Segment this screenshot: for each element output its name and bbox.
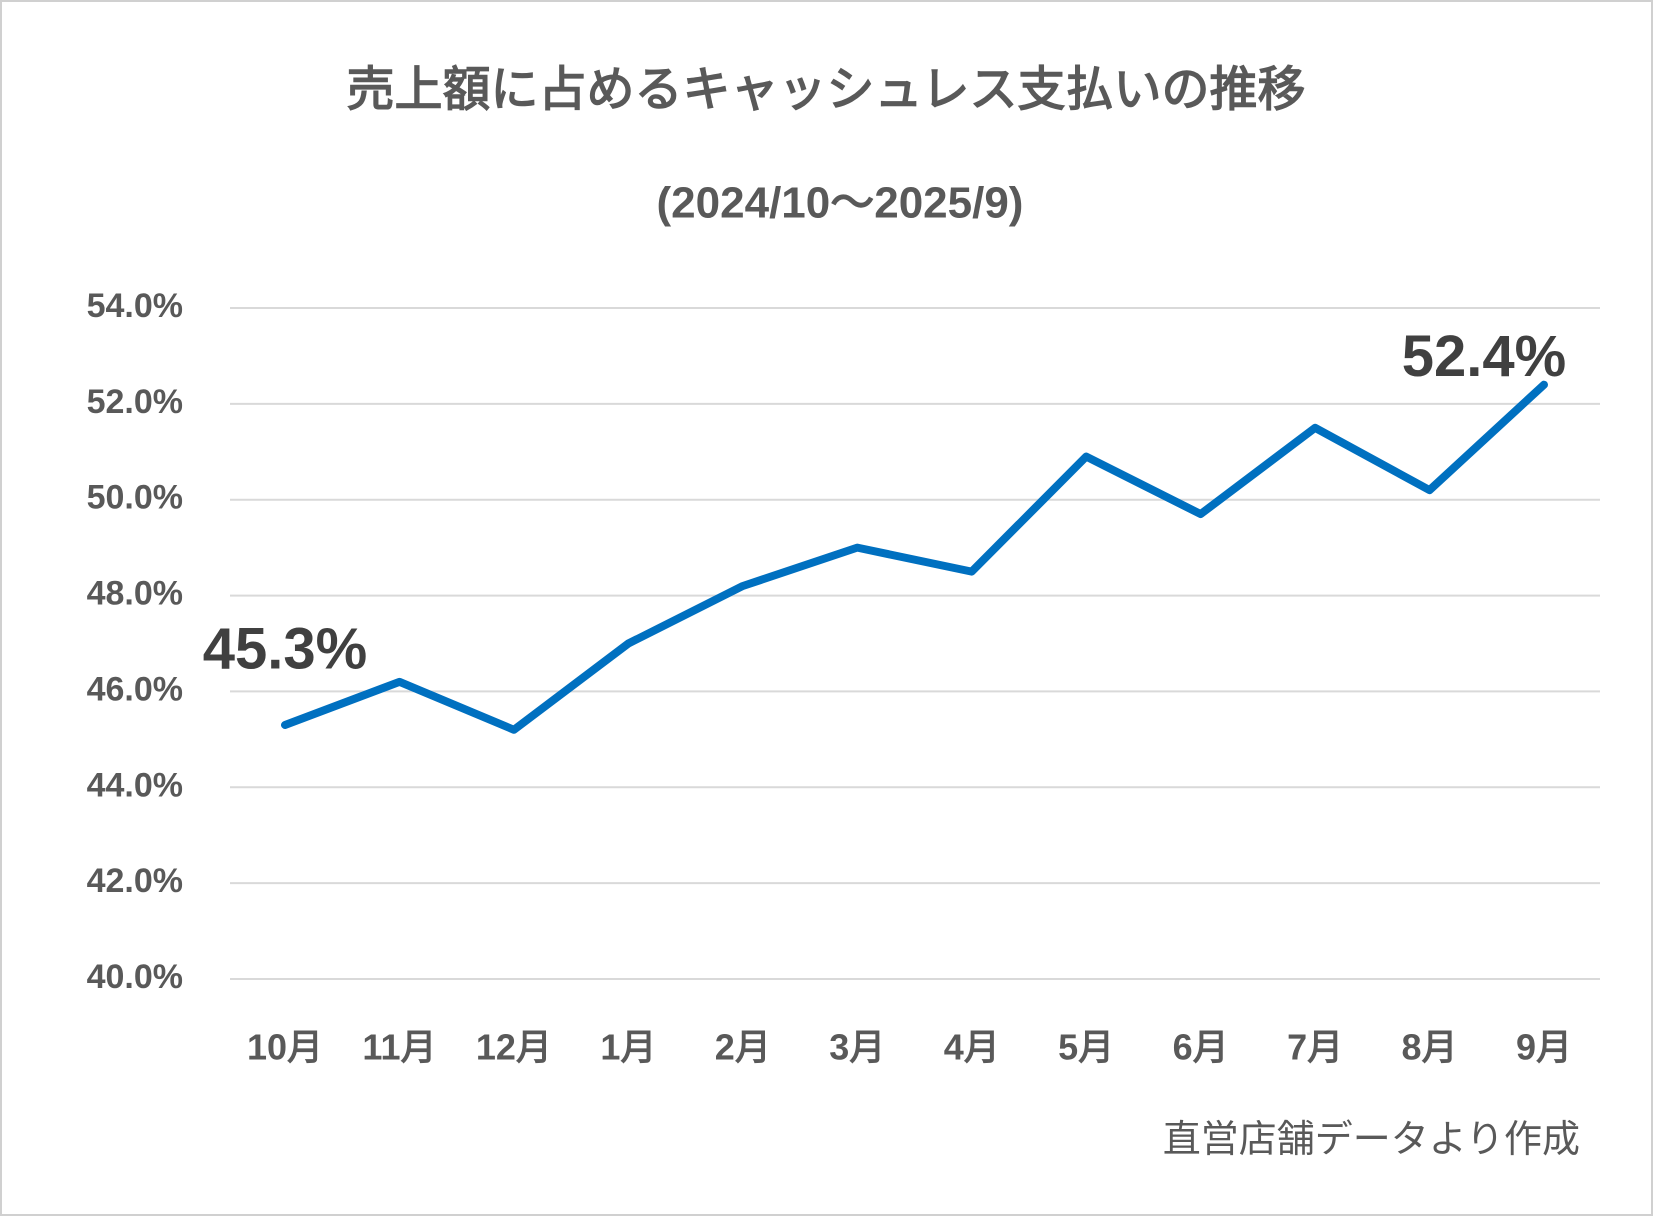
chart-title: 売上額に占めるキャッシュレス支払いの推移 [346, 64, 1305, 117]
data-line [281, 380, 1548, 734]
x-tick-label: 8月 [1402, 1027, 1458, 1068]
x-tick-label: 2月 [715, 1027, 771, 1068]
x-tick-label: 12月 [476, 1027, 552, 1068]
source-note: 直営店舗データより作成 [1163, 1119, 1580, 1161]
x-tick-label: 5月 [1058, 1027, 1114, 1068]
x-tick-label: 1月 [600, 1027, 656, 1068]
x-tick-label: 3月 [829, 1027, 885, 1068]
y-tick-label: 52.0% [87, 383, 183, 421]
y-tick-label: 40.0% [87, 958, 183, 996]
x-tick-label: 4月 [944, 1027, 1000, 1068]
y-tick-label: 42.0% [87, 862, 183, 900]
y-tick-label: 44.0% [87, 766, 183, 804]
x-tick-label: 9月 [1516, 1027, 1572, 1068]
y-tick-label: 48.0% [87, 575, 183, 613]
x-tick-label: 6月 [1173, 1027, 1229, 1068]
y-tick-label: 50.0% [87, 479, 183, 517]
x-tick-label: 11月 [362, 1027, 436, 1068]
x-tick-label: 10月 [247, 1027, 323, 1068]
chart-subtitle: (2024/10〜2025/9) [657, 179, 1024, 228]
data-label: 52.4% [1402, 324, 1566, 389]
data-label: 45.3% [203, 616, 367, 681]
x-tick-label: 7月 [1287, 1027, 1343, 1068]
y-tick-label: 46.0% [87, 670, 183, 708]
y-tick-label: 54.0% [87, 287, 183, 325]
